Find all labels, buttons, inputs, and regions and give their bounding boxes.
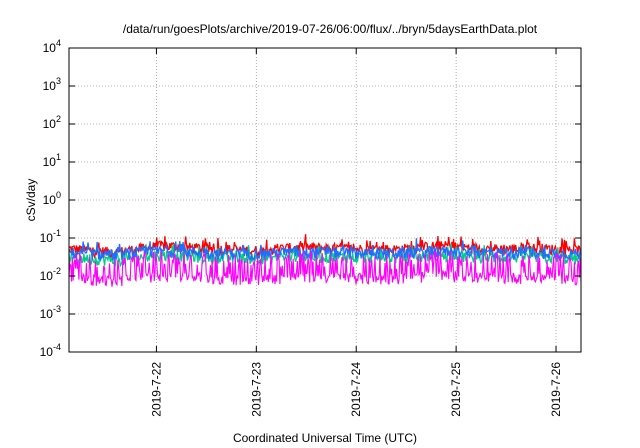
y-tick-exp: 0 bbox=[56, 190, 61, 200]
y-tick-exp: -4 bbox=[53, 342, 61, 352]
y-tick-exp: -3 bbox=[53, 304, 61, 314]
series-line-4 bbox=[68, 249, 582, 287]
y-tick-label: 100 bbox=[43, 190, 61, 207]
y-tick-base: 10 bbox=[40, 231, 54, 245]
y-tick-exp: 3 bbox=[56, 76, 61, 86]
x-axis-label: Coordinated Universal Time (UTC) bbox=[233, 431, 417, 445]
x-tick-label: 2019-7-25 bbox=[449, 362, 463, 417]
series-layer bbox=[68, 234, 582, 287]
y-tick-exp: 4 bbox=[56, 38, 61, 48]
y-tick-label: 104 bbox=[43, 38, 61, 55]
x-tick-label: 2019-7-26 bbox=[549, 362, 563, 417]
chart-title: /data/run/goesPlots/archive/2019-07-26/0… bbox=[123, 22, 538, 36]
x-tick-label: 2019-7-24 bbox=[349, 362, 363, 417]
y-tick-base: 10 bbox=[43, 155, 57, 169]
grid bbox=[69, 48, 581, 352]
y-axis-label: cSv/day bbox=[24, 179, 38, 222]
y-tick-base: 10 bbox=[43, 193, 57, 207]
y-tick-label: 102 bbox=[43, 114, 61, 131]
y-tick-label: 103 bbox=[43, 76, 61, 93]
y-tick-base: 10 bbox=[43, 41, 57, 55]
y-tick-exp: 2 bbox=[56, 114, 61, 124]
y-tick-label: 101 bbox=[43, 152, 61, 169]
x-tick-label: 2019-7-22 bbox=[149, 362, 163, 417]
series-line-3 bbox=[68, 238, 582, 262]
axes: 10-410-310-210-11001011021031042019-7-22… bbox=[40, 38, 581, 417]
y-tick-label: 10-2 bbox=[40, 266, 61, 283]
y-tick-base: 10 bbox=[40, 269, 54, 283]
y-tick-base: 10 bbox=[40, 345, 54, 359]
y-tick-label: 10-4 bbox=[40, 342, 61, 359]
y-tick-exp: -1 bbox=[53, 228, 61, 238]
y-tick-base: 10 bbox=[43, 79, 57, 93]
y-tick-base: 10 bbox=[43, 117, 57, 131]
y-tick-label: 10-1 bbox=[40, 228, 61, 245]
y-tick-base: 10 bbox=[40, 307, 54, 321]
y-tick-label: 10-3 bbox=[40, 304, 61, 321]
y-tick-exp: -2 bbox=[53, 266, 61, 276]
y-tick-exp: 1 bbox=[56, 152, 61, 162]
x-tick-label: 2019-7-23 bbox=[249, 362, 263, 417]
